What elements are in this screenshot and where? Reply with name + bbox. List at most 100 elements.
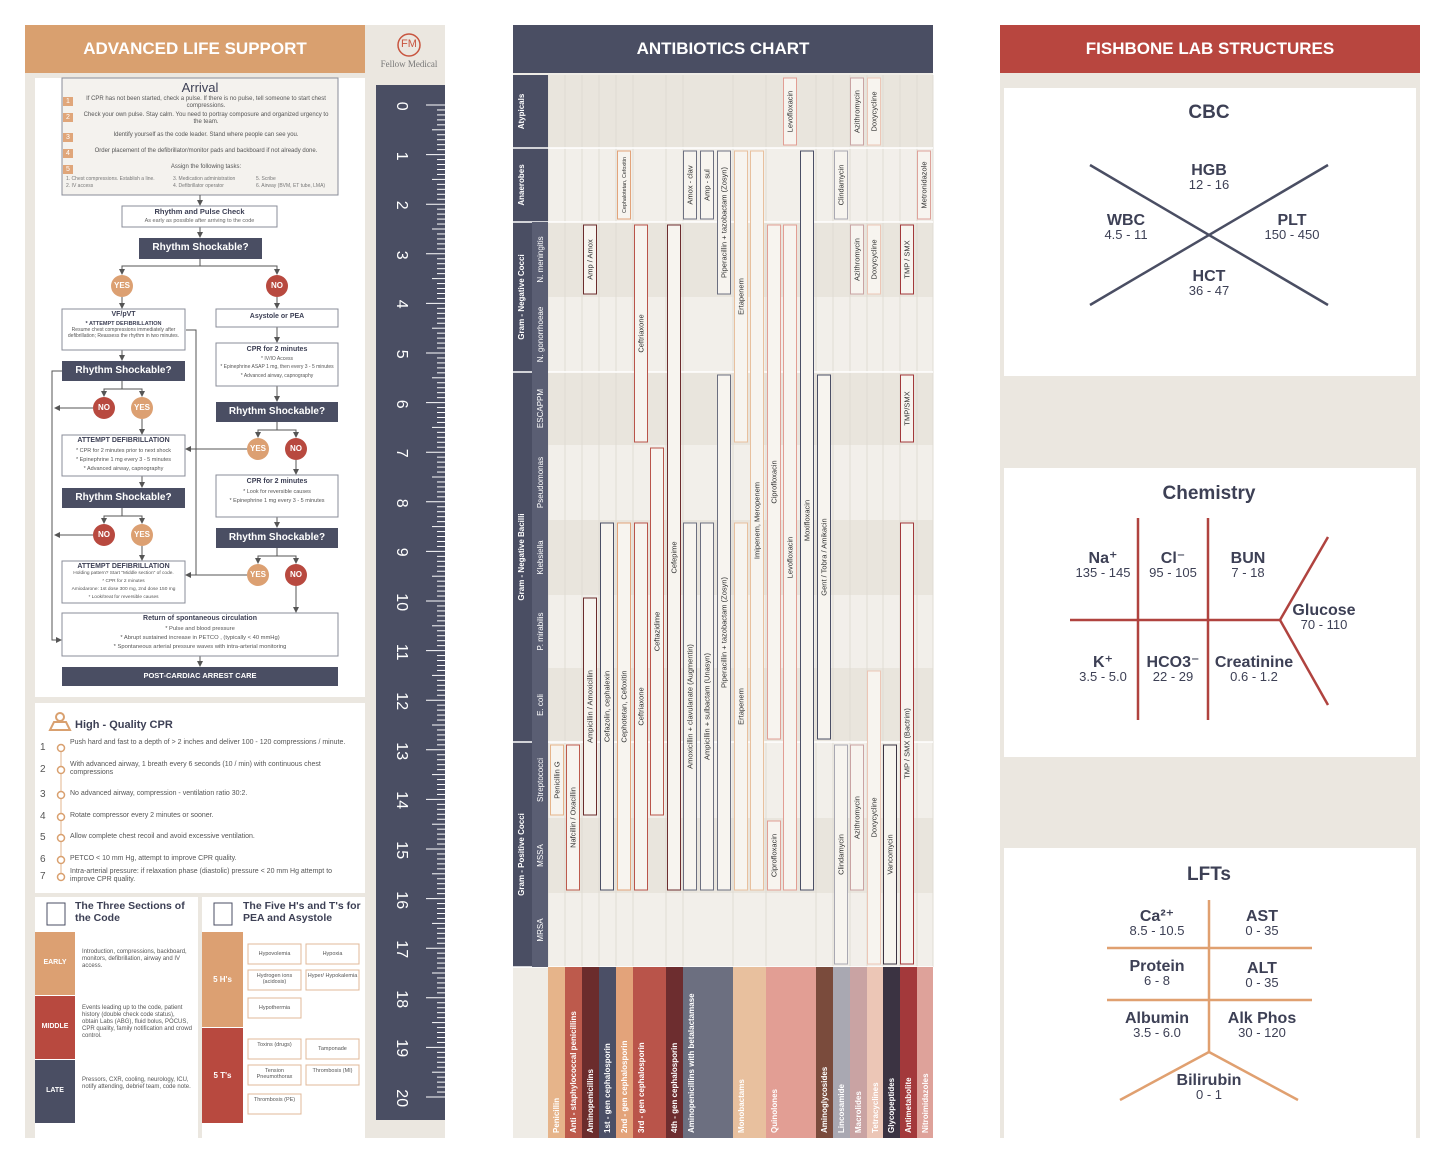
ht-label-box bbox=[202, 932, 243, 1027]
class-label: 1st - gen cephalosporin bbox=[603, 1043, 612, 1133]
section-text: Events leading up to the code, patient h… bbox=[82, 1005, 192, 1039]
arrival-title: Arrival bbox=[181, 80, 219, 95]
ht-item: Hypothermia bbox=[258, 1005, 291, 1011]
lab-range: 3.5 - 5.0 bbox=[1079, 669, 1127, 684]
decision-box bbox=[62, 488, 185, 508]
arrival-box bbox=[61, 77, 339, 196]
ht-item-box bbox=[247, 969, 302, 991]
ht-item-box bbox=[247, 1064, 302, 1086]
lab-name: PLT bbox=[1277, 212, 1307, 229]
ht-label: 5 T's bbox=[213, 1071, 232, 1080]
drug-label: Ciprofloxacin bbox=[770, 460, 779, 503]
ruler-number: 15 bbox=[393, 841, 411, 860]
drug-bar bbox=[834, 744, 848, 965]
step-number: 3 bbox=[66, 134, 70, 141]
yes-text: YES bbox=[249, 444, 266, 453]
task: 4. Defibrillator operator bbox=[173, 183, 224, 189]
fishbone-box bbox=[1004, 88, 1416, 376]
cpr-item: No advanced airway, compression - ventil… bbox=[70, 790, 248, 797]
row-label-cell bbox=[532, 742, 548, 818]
connector bbox=[186, 329, 197, 575]
step-box-item: * Epinephrine ASAP 1 mg, then every 3 - … bbox=[220, 364, 334, 370]
lab-name: Alk Phos bbox=[1227, 1010, 1297, 1027]
drug-label: Moxifloxacin bbox=[803, 500, 812, 541]
drug-bar bbox=[634, 224, 648, 443]
group-label: Gram - Negative Bacilli bbox=[517, 513, 526, 600]
cpr-number: 5 bbox=[40, 832, 46, 843]
ruler-number: 1 bbox=[393, 151, 411, 161]
drug-label: Cefazolin, cephalexin bbox=[603, 671, 612, 742]
logo-name: Fellow Medical bbox=[380, 59, 438, 69]
no-badge bbox=[93, 524, 115, 546]
yes-badge bbox=[111, 275, 133, 297]
class-legend bbox=[850, 967, 867, 1138]
decision-text: Rhythm Shockable? bbox=[75, 365, 172, 376]
step-box-item: Amiodarone: 1st dose 300 mg, 2nd dose 15… bbox=[71, 587, 176, 592]
ruler-number: 3 bbox=[393, 250, 411, 260]
lab-range: 3.5 - 6.0 bbox=[1133, 1025, 1181, 1040]
drug-label: TMP / SMX (Bactrim) bbox=[903, 708, 912, 779]
yes-text: YES bbox=[133, 403, 150, 412]
no-text: NO bbox=[290, 570, 302, 579]
ruler-number: 9 bbox=[393, 548, 411, 558]
row-band bbox=[548, 445, 933, 520]
drug-label: Azithromycin bbox=[853, 796, 862, 839]
group-label: Anaerobes bbox=[517, 164, 526, 206]
step-box-sub: * ATTEMPT DEFIBRILLATION bbox=[85, 321, 162, 327]
lab-name: AST bbox=[1246, 908, 1278, 925]
ht-item-box bbox=[247, 943, 302, 965]
fishbone-line bbox=[1208, 1050, 1299, 1102]
ruler-number: 19 bbox=[393, 1039, 411, 1058]
drug-bar bbox=[583, 597, 597, 816]
cpr-dot bbox=[56, 765, 66, 775]
lab-name: HGB bbox=[1191, 162, 1227, 179]
check-title: Rhythm and Pulse Check bbox=[154, 207, 245, 216]
drug-label: Gent / Tobra / Amikacin bbox=[820, 518, 829, 595]
class-label: Nitroimidazoles bbox=[921, 1073, 930, 1133]
panel-title: ADVANCED LIFE SUPPORT bbox=[83, 39, 307, 58]
section-text: Pressors, CXR, cooling, neurology, ICU, … bbox=[82, 1077, 191, 1090]
step-box bbox=[215, 474, 339, 518]
class-label: Penicillin bbox=[552, 1098, 561, 1133]
step-text: Order placement of the defibrillator/mon… bbox=[94, 148, 318, 154]
drug-label: Ampicillin + sulbactam (Unasyn) bbox=[703, 653, 712, 760]
row-label-cell bbox=[532, 595, 548, 668]
step-number: 5 bbox=[66, 166, 70, 173]
class-label: 3rd - gen cephalosporin bbox=[637, 1042, 646, 1133]
class-legend bbox=[565, 967, 582, 1138]
row-label: Pseudomonas bbox=[536, 457, 545, 508]
connector bbox=[255, 548, 278, 564]
lab-range: 4.5 - 11 bbox=[1104, 227, 1148, 242]
step-box-item: * Spontaneous arterial pressure waves wi… bbox=[113, 644, 287, 650]
no-badge bbox=[285, 438, 307, 460]
no-badge bbox=[93, 397, 115, 419]
drug-bar bbox=[817, 374, 831, 740]
connector bbox=[122, 515, 145, 524]
class-legend bbox=[733, 967, 766, 1138]
row-label: N. gonorrhoeae bbox=[536, 306, 545, 362]
decision-box bbox=[62, 361, 185, 381]
drug-bar bbox=[850, 224, 864, 295]
lab-range: 0 - 35 bbox=[1245, 975, 1279, 990]
drug-bar bbox=[867, 670, 881, 965]
class-legend bbox=[917, 967, 933, 1138]
group-label: Gram - Positive Cocci bbox=[517, 813, 526, 896]
section-text: Introduction, compressions, backboard, m… bbox=[82, 949, 187, 969]
ht-item-box bbox=[247, 997, 302, 1019]
drug-bar bbox=[683, 150, 697, 220]
connector bbox=[51, 370, 62, 643]
drug-label: Ertapenem bbox=[737, 278, 746, 315]
logo bbox=[397, 33, 421, 57]
row-label: Klebsiella bbox=[536, 540, 545, 575]
drug-label: Doxycycline bbox=[870, 91, 879, 131]
group-label: Atypicals bbox=[517, 93, 526, 129]
class-legend bbox=[833, 967, 850, 1138]
no-badge bbox=[266, 275, 288, 297]
row-label-cell bbox=[532, 818, 548, 893]
lab-name: ALT bbox=[1247, 960, 1277, 977]
ruler-number: 7 bbox=[393, 448, 411, 458]
drug-label: Ceftriaxone bbox=[637, 687, 646, 725]
no-text: NO bbox=[98, 530, 110, 539]
lab-range: 12 - 16 bbox=[1188, 177, 1230, 192]
